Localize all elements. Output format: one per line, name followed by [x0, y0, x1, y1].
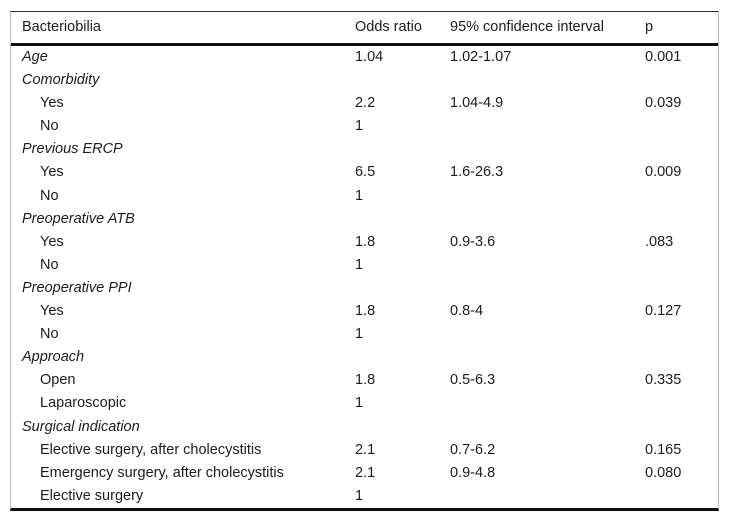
table-row-previous-ercp: Previous ERCP: [11, 138, 718, 161]
p-cell: 0.335: [645, 372, 682, 389]
row-label-cell: Preoperative ATB: [22, 210, 135, 227]
odds-ratio-cell: 1: [355, 326, 364, 343]
p-cell: 0.009: [645, 164, 682, 181]
table-row-previous-ercp-yes: Yes 6.5 1.6-26.3 0.009: [11, 161, 718, 184]
row-label-cell: Laparoscopic: [40, 395, 127, 412]
row-label-cell: No: [40, 187, 59, 204]
table-header-row: Bacteriobilia Odds ratio 95% confidence …: [11, 12, 718, 46]
ci-cell: 0.8-4: [450, 303, 484, 320]
odds-ratio-cell: 1: [355, 118, 364, 135]
column-header-p: p: [645, 19, 654, 35]
odds-ratio-cell: 1.04: [355, 49, 384, 65]
odds-ratio-cell: 1.8: [355, 233, 376, 250]
row-label-cell: Previous ERCP: [22, 141, 123, 158]
ci-cell: 1.6-26.3: [450, 164, 504, 181]
row-label-cell: Elective surgery, after cholecystitis: [40, 441, 262, 458]
odds-ratio-cell: 2.1: [355, 441, 376, 458]
table-row-elective-surgery: Elective surgery 1: [11, 485, 718, 508]
table-row-surgical-indication: Surgical indication: [11, 416, 718, 439]
row-label-cell: Yes: [40, 233, 64, 250]
table-row-preoperative-ppi-no: No 1: [11, 323, 718, 346]
table-row-preoperative-atb-yes: Yes 1.8 0.9-3.6 .083: [11, 231, 718, 254]
p-cell: 0.001: [645, 49, 682, 65]
ci-cell: 0.9-4.8: [450, 464, 496, 481]
p-cell: 0.039: [645, 95, 682, 112]
row-label-cell: Open: [40, 372, 76, 389]
table-row-approach: Approach: [11, 346, 718, 369]
ci-cell: 1.04-4.9: [450, 95, 504, 112]
row-label-cell: Surgical indication: [22, 418, 140, 435]
table-row-preoperative-atb: Preoperative ATB: [11, 208, 718, 231]
table-row-approach-laparoscopic: Laparoscopic 1: [11, 392, 718, 415]
odds-ratio-cell: 6.5: [355, 164, 376, 181]
odds-ratio-cell: 1: [355, 487, 364, 504]
odds-ratio-cell: 1: [355, 395, 364, 412]
table-row-approach-open: Open 1.8 0.5-6.3 0.335: [11, 369, 718, 392]
ci-cell: 0.5-6.3: [450, 372, 496, 389]
p-cell: .083: [645, 233, 674, 250]
ci-cell: 1.02-1.07: [450, 49, 512, 65]
table-row-comorbidity: Comorbidity: [11, 69, 718, 92]
odds-ratio-cell: 2.1: [355, 464, 376, 481]
row-label-cell: Approach: [22, 349, 85, 366]
table-row-comorbidity-no: No 1: [11, 115, 718, 138]
ci-cell: 0.7-6.2: [450, 441, 496, 458]
p-cell: 0.165: [645, 441, 682, 458]
p-cell: 0.080: [645, 464, 682, 481]
table-row-emergency-after-cholecystitis: Emergency surgery, after cholecystitis 2…: [11, 462, 718, 485]
row-label-cell: Comorbidity: [22, 72, 100, 89]
row-label-cell: Yes: [40, 164, 64, 181]
bacteriobilia-odds-ratio-table: Bacteriobilia Odds ratio 95% confidence …: [10, 11, 719, 511]
row-label-cell: Age: [22, 49, 48, 65]
odds-ratio-cell: 1.8: [355, 372, 376, 389]
p-cell: 0.127: [645, 303, 682, 320]
row-label-cell: Emergency surgery, after cholecystitis: [40, 464, 284, 481]
column-header-odds-ratio: Odds ratio: [355, 19, 422, 35]
column-header-confidence-interval: 95% confidence interval: [450, 19, 604, 35]
row-label-cell: Preoperative PPI: [22, 279, 132, 296]
table-row-preoperative-ppi: Preoperative PPI: [11, 277, 718, 300]
odds-ratio-cell: 1: [355, 187, 364, 204]
row-label-cell: No: [40, 326, 59, 343]
table-row-age: Age 1.04 1.02-1.07 0.001: [11, 46, 718, 69]
row-label-cell: Yes: [40, 303, 64, 320]
table-row-elective-after-cholecystitis: Elective surgery, after cholecystitis 2.…: [11, 439, 718, 462]
row-label-cell: No: [40, 256, 59, 273]
ci-cell: 0.9-3.6: [450, 233, 496, 250]
column-header-bacteriobilia: Bacteriobilia: [22, 19, 101, 35]
odds-ratio-cell: 1.8: [355, 303, 376, 320]
table-row-previous-ercp-no: No 1: [11, 185, 718, 208]
odds-ratio-cell: 2.2: [355, 95, 376, 112]
table-row-preoperative-atb-no: No 1: [11, 254, 718, 277]
table-row-comorbidity-yes: Yes 2.2 1.04-4.9 0.039: [11, 92, 718, 115]
row-label-cell: Yes: [40, 95, 64, 112]
odds-ratio-cell: 1: [355, 256, 364, 273]
row-label-cell: Elective surgery: [40, 487, 144, 504]
table-row-preoperative-ppi-yes: Yes 1.8 0.8-4 0.127: [11, 300, 718, 323]
row-label-cell: No: [40, 118, 59, 135]
